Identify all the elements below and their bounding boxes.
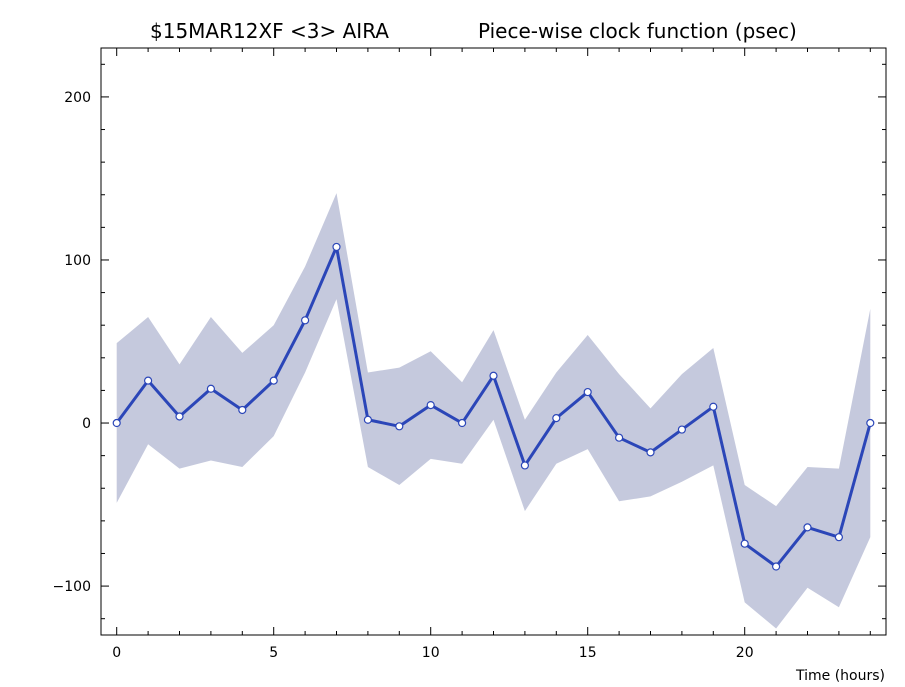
y-tick-label: 0 — [82, 416, 91, 432]
x-tick-label: 10 — [422, 645, 440, 661]
data-point — [112, 418, 121, 428]
data-point — [301, 316, 310, 325]
data-point — [489, 371, 498, 380]
data-point — [552, 414, 561, 423]
chart-title-left: $15MAR12XF <3> AIRA — [150, 19, 389, 43]
data-point — [269, 376, 278, 385]
data-point — [740, 539, 749, 548]
data-point — [866, 418, 875, 428]
data-point — [771, 562, 781, 571]
y-tick-label: 200 — [64, 90, 91, 106]
y-tick-label: −100 — [53, 579, 91, 595]
data-point — [646, 448, 655, 457]
x-tick-label: 0 — [112, 645, 121, 661]
data-point — [426, 400, 435, 410]
data-point — [332, 242, 341, 252]
data-point — [238, 405, 247, 415]
data-point — [834, 533, 844, 542]
chart-title-right: Piece-wise clock function (psec) — [478, 19, 797, 43]
data-point — [206, 384, 215, 393]
data-point — [363, 415, 372, 424]
x-axis-label: Time (hours) — [795, 668, 885, 684]
data-point — [614, 433, 624, 442]
data-point — [583, 387, 592, 397]
x-tick-label: 15 — [579, 645, 597, 661]
data-point — [520, 461, 530, 470]
data-point — [677, 425, 687, 434]
x-tick-label: 20 — [736, 645, 754, 661]
data-point — [458, 418, 467, 428]
plot-area: 0 5 10 15 20 −100 0 100 200 — [53, 47, 887, 661]
y-tick-label: 100 — [64, 253, 91, 269]
error-band — [116, 193, 871, 629]
data-point — [709, 402, 718, 411]
data-point — [803, 523, 812, 532]
data-point — [395, 422, 404, 431]
x-tick-label: 5 — [269, 645, 278, 661]
data-point — [144, 376, 153, 385]
data-point — [175, 412, 184, 421]
